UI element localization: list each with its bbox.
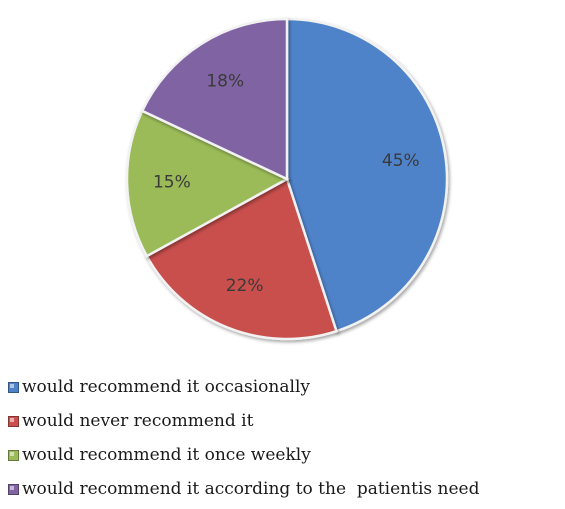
legend-swatch (8, 449, 19, 461)
legend-swatch (8, 483, 19, 495)
slice-value-label: 18% (206, 72, 244, 92)
legend-item: would recommend it occasionally (8, 370, 479, 404)
legend-label: would never recommend it (22, 411, 254, 431)
slice-value-label: 15% (153, 173, 191, 193)
pie-slice (140, 17, 289, 181)
legend-item: would recommend it once weekly (8, 438, 479, 472)
pie-slice (145, 177, 339, 341)
legend-item: would never recommend it (8, 404, 479, 438)
legend-label: would recommend it once weekly (22, 445, 311, 465)
pie-chart: 45% 22% 15% 18% (125, 17, 449, 341)
legend-label: would recommend it according to the pati… (22, 479, 480, 499)
slice-value-label: 45% (382, 151, 420, 171)
legend-item: would recommend it according to the pati… (8, 472, 479, 506)
legend-swatch (8, 381, 19, 393)
pie-slice (285, 17, 449, 333)
chart-legend: would recommend it occasionally would nev… (8, 370, 479, 506)
legend-swatch (8, 415, 19, 427)
pie-slices (125, 17, 449, 341)
legend-label: would recommend it occasionally (22, 377, 310, 397)
slice-value-label: 22% (226, 276, 264, 296)
pie-slice (125, 109, 290, 258)
pie-labels: 45% 22% 15% 18% (153, 72, 420, 296)
